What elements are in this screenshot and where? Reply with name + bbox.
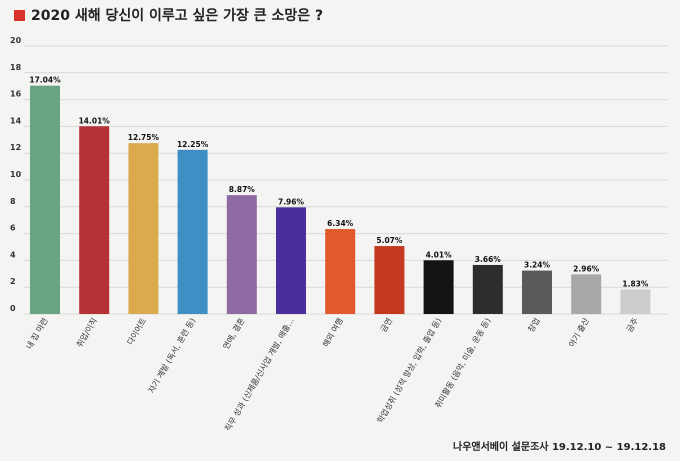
title-row: 2020 새해 당신이 이루고 싶은 가장 큰 소망은 ? — [14, 5, 323, 25]
bar — [423, 260, 454, 314]
bar-value-label: 17.04% — [29, 76, 61, 85]
bar-value-label: 3.24% — [524, 261, 551, 270]
x-tick-label: 연애, 결혼 — [221, 316, 247, 351]
bar-value-label: 5.07% — [376, 236, 403, 245]
y-tick-label: 4 — [10, 250, 16, 259]
bar — [79, 126, 110, 315]
bar — [571, 274, 602, 314]
bar-value-label: 14.01% — [79, 116, 111, 125]
x-tick-label: 다이어트 — [125, 316, 148, 347]
chart-title: 2020 새해 당신이 이루고 싶은 가장 큰 소망은 ? — [31, 8, 324, 24]
title-marker — [14, 9, 25, 21]
y-tick-label: 12 — [10, 143, 21, 152]
bar-value-label: 2.96% — [573, 264, 600, 273]
x-tick-label: 취업/이직 — [74, 316, 99, 349]
bar — [325, 229, 356, 314]
bar — [177, 149, 208, 314]
bar-value-label: 7.96% — [278, 197, 305, 206]
bar — [226, 195, 257, 314]
bar — [374, 246, 405, 314]
x-tick-label: 창업 — [527, 317, 542, 334]
bar-value-label: 12.75% — [128, 133, 160, 142]
y-tick-label: 10 — [10, 170, 22, 179]
y-tick-label: 8 — [10, 197, 16, 206]
y-tick-label: 18 — [10, 63, 22, 72]
bar-value-label: 3.66% — [475, 255, 502, 264]
x-tick-label: 내 집 마련 — [24, 316, 50, 351]
y-tick-label: 20 — [10, 36, 22, 45]
bar — [522, 270, 552, 314]
bar-value-label: 8.87% — [229, 185, 256, 194]
bar-value-label: 12.25% — [177, 140, 209, 149]
y-tick-label: 6 — [10, 224, 16, 233]
bar — [30, 85, 60, 314]
x-tick-label: 금주 — [625, 317, 640, 334]
source-note: 나우앤서베이 설문조사 19.12.10 ~ 19.12.18 — [453, 442, 666, 453]
y-tick-label: 0 — [10, 304, 16, 313]
x-tick-label: 자기 계발 (독서, 훈련 등) — [146, 316, 197, 395]
y-tick-label: 14 — [10, 116, 22, 125]
bar-value-label: 1.83% — [622, 279, 649, 288]
bar-value-label: 4.01% — [426, 250, 453, 259]
x-tick-label: 아기 출산 — [566, 315, 591, 348]
x-tick-label: 취미활동 (음악, 미술, 운동 등) — [433, 316, 493, 410]
x-tick-label: 해외 여행 — [320, 316, 345, 349]
bar — [276, 207, 306, 314]
bar — [128, 143, 159, 314]
bar — [620, 289, 651, 314]
y-tick-label: 16 — [10, 90, 22, 99]
bar — [472, 264, 503, 314]
bar-value-label: 6.34% — [327, 219, 354, 228]
y-tick-label: 2 — [10, 277, 16, 286]
x-tick-label: 금연 — [379, 317, 394, 334]
